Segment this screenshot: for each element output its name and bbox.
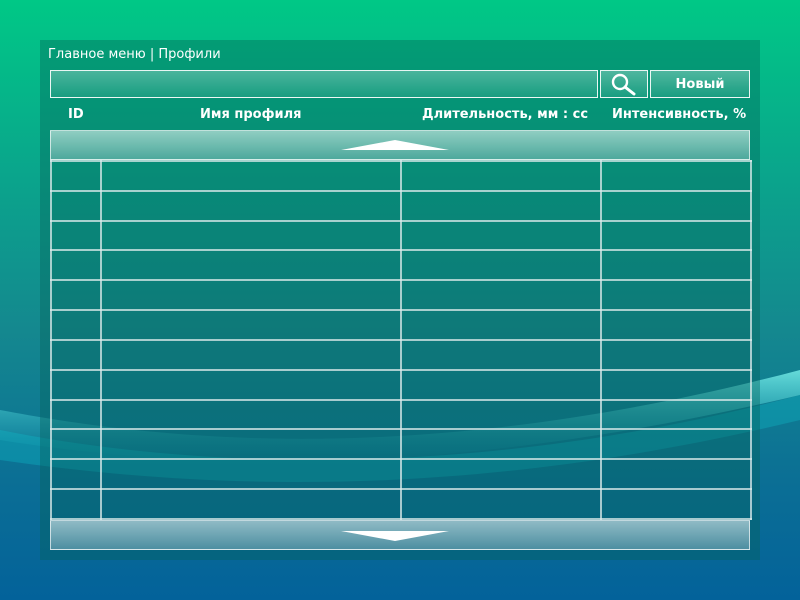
table-cell-name [100, 338, 402, 371]
column-header-intensity: Интенсивность, % [612, 107, 747, 122]
table-cell-intensity [600, 279, 752, 312]
scroll-down-button[interactable] [50, 520, 750, 550]
table-row[interactable] [50, 428, 752, 461]
table-cell-id [50, 160, 102, 192]
profiles-table [50, 160, 752, 520]
table-cell-intensity [600, 219, 752, 252]
breadcrumb[interactable]: Главное меню | Профили [48, 47, 221, 62]
table-row[interactable] [50, 458, 752, 491]
column-header-duration: Длительность, мм : сс [422, 107, 589, 122]
table-cell-id [50, 219, 102, 252]
table-cell-duration [400, 309, 602, 341]
table-cell-duration [400, 398, 602, 431]
table-cell-id [50, 398, 102, 431]
table-row[interactable] [50, 488, 752, 520]
table-cell-id [50, 249, 102, 282]
table-cell-intensity [600, 428, 752, 461]
new-profile-button[interactable]: Новый [650, 70, 750, 98]
table-cell-name [100, 189, 402, 222]
table-cell-intensity [600, 309, 752, 341]
search-input[interactable] [50, 70, 598, 98]
table-cell-duration [400, 219, 602, 252]
table-cell-intensity [600, 249, 752, 282]
table-row[interactable] [50, 398, 752, 431]
table-cell-id [50, 309, 102, 341]
table-row[interactable] [50, 338, 752, 371]
table-row[interactable] [50, 249, 752, 282]
search-button[interactable] [600, 70, 648, 98]
table-cell-duration [400, 458, 602, 491]
table-cell-name [100, 279, 402, 312]
table-cell-duration [400, 279, 602, 312]
table-cell-id [50, 368, 102, 401]
chevron-up-icon [341, 140, 449, 150]
table-row[interactable] [50, 160, 752, 192]
table-cell-duration [400, 338, 602, 371]
table-row[interactable] [50, 219, 752, 252]
table-cell-id [50, 488, 102, 520]
table-cell-duration [400, 160, 602, 192]
table-cell-name [100, 160, 402, 192]
column-header-name: Имя профиля [200, 107, 302, 122]
table-cell-intensity [600, 160, 752, 192]
table-row[interactable] [50, 189, 752, 222]
table-cell-duration [400, 488, 602, 520]
table-cell-id [50, 428, 102, 461]
table-row[interactable] [50, 279, 752, 312]
table-cell-name [100, 428, 402, 461]
table-cell-duration [400, 249, 602, 282]
table-cell-duration [400, 428, 602, 461]
table-cell-duration [400, 368, 602, 401]
table-cell-id [50, 189, 102, 222]
table-cell-id [50, 338, 102, 371]
table-cell-duration [400, 189, 602, 222]
table-cell-name [100, 249, 402, 282]
search-icon [611, 73, 636, 96]
scroll-up-button[interactable] [50, 130, 750, 160]
table-cell-name [100, 488, 402, 520]
table-cell-name [100, 398, 402, 431]
table-cell-name [100, 458, 402, 491]
table-cell-intensity [600, 189, 752, 222]
table-cell-name [100, 219, 402, 252]
table-cell-intensity [600, 338, 752, 371]
table-row[interactable] [50, 368, 752, 401]
table-cell-intensity [600, 368, 752, 401]
table-cell-name [100, 368, 402, 401]
column-header-id: ID [68, 107, 84, 122]
table-cell-name [100, 309, 402, 341]
table-cell-id [50, 458, 102, 491]
table-row[interactable] [50, 309, 752, 341]
chevron-down-icon [341, 531, 449, 541]
table-cell-intensity [600, 398, 752, 431]
table-cell-intensity [600, 458, 752, 491]
table-cell-intensity [600, 488, 752, 520]
table-cell-id [50, 279, 102, 312]
profiles-panel: Главное меню | Профили Новый ID Имя проф… [40, 40, 760, 560]
